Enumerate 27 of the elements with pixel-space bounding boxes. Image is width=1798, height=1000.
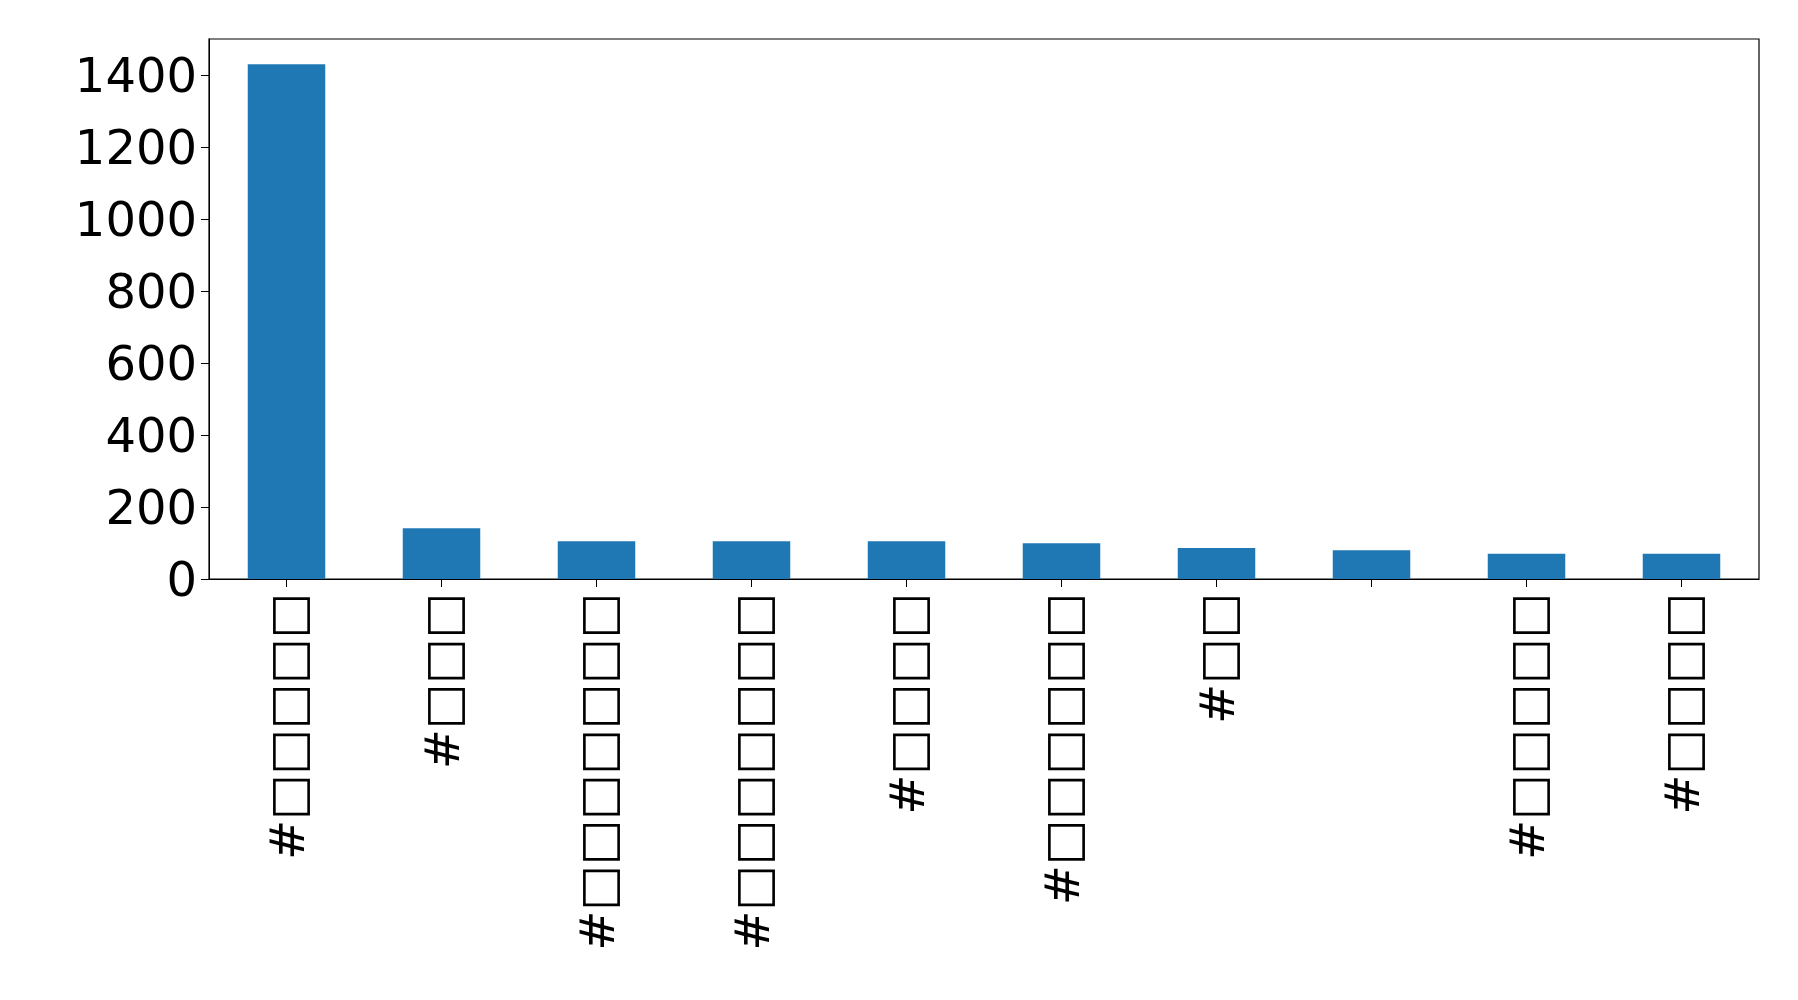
y-tick-label: 200 — [105, 479, 197, 535]
x-tick-label: #□□□□□ — [258, 593, 315, 860]
bar — [402, 528, 481, 579]
bar — [1022, 543, 1101, 579]
x-tick-label: #□□□□□□□ — [568, 593, 625, 951]
bar — [557, 541, 636, 579]
x-tick-label: #□□□□ — [1653, 593, 1710, 815]
x-tick-label: #□□□□□□ — [1033, 593, 1090, 906]
x-tick-label: #□□ — [1188, 593, 1245, 724]
x-tick-label: #□□□□□ — [1498, 593, 1555, 860]
bar — [867, 541, 946, 579]
y-tick-label: 1200 — [74, 119, 197, 175]
x-tick-label: #□□□□□□□ — [723, 593, 780, 951]
y-tick-label: 400 — [105, 407, 197, 463]
y-tick-label: 1400 — [74, 47, 197, 103]
y-tick-label: 1000 — [74, 191, 197, 247]
y-tick-label: 800 — [105, 263, 197, 319]
y-tick-label: 0 — [166, 551, 197, 607]
bar — [247, 64, 326, 579]
x-tick-label: #□□□ — [413, 593, 470, 770]
bar — [1332, 550, 1411, 579]
bar — [1177, 548, 1256, 579]
bar — [1642, 553, 1721, 579]
x-tick-label: #□□□□ — [878, 593, 935, 815]
bar — [712, 541, 791, 579]
y-tick-label: 600 — [105, 335, 197, 391]
bar — [1487, 553, 1566, 579]
